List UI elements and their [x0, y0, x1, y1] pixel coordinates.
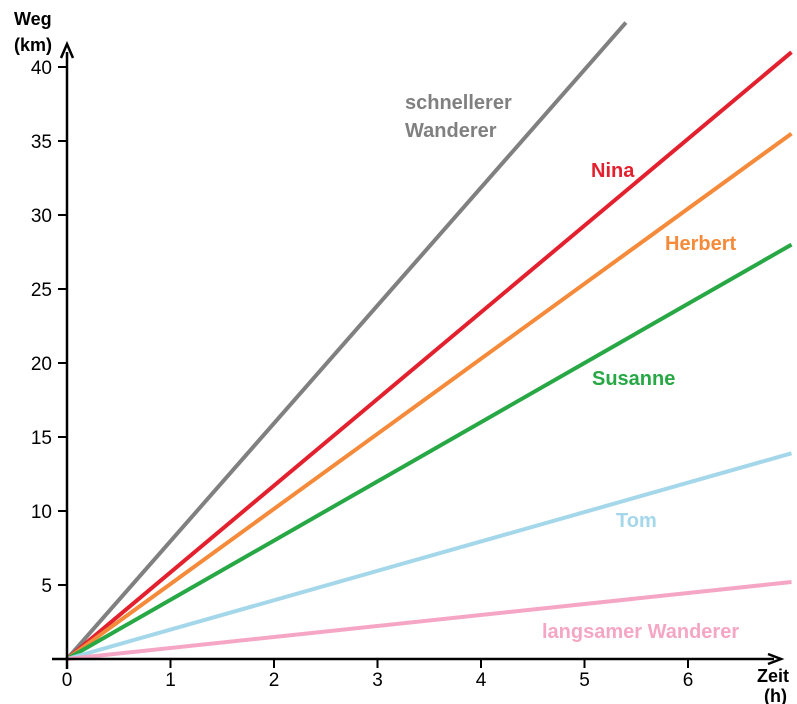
ticks-layer: 0 1 2 3 4 5 6 5 10 15 20 25 30 35 40 — [31, 58, 693, 691]
x-axis-label-line-1: Zeit — [757, 666, 789, 686]
x-tick-label: 4 — [476, 670, 487, 691]
series-line-schnellerer-wanderer — [65, 21, 628, 661]
x-tick-label: 5 — [579, 670, 590, 691]
series-label-langsamer-wanderer: langsamer Wanderer — [542, 621, 739, 643]
series-label-schnellerer-wanderer-line-1: schnellerer — [405, 92, 512, 114]
series-label-tom: Tom — [616, 510, 657, 532]
y-tick-label: 25 — [31, 280, 52, 301]
series-label-herbert: Herbert — [665, 233, 736, 255]
series-line-susanne — [66, 242, 793, 661]
x-tick-label: 2 — [269, 670, 280, 691]
y-axis-label-line-1: Weg — [14, 9, 52, 29]
x-tick-label: 6 — [683, 670, 694, 691]
x-axis-arrow-icon — [767, 652, 785, 666]
x-tick-label: 3 — [372, 670, 383, 691]
series-label-schnellerer-wanderer: schnellerer Wanderer — [405, 92, 517, 142]
x-axis-label: Zeit (h) — [757, 666, 794, 704]
x-tick-label: 0 — [62, 670, 73, 691]
series-line-nina — [65, 50, 793, 661]
y-tick-label: 10 — [31, 502, 52, 523]
series-line-langsamer-wanderer — [66, 580, 792, 661]
y-tick-label: 5 — [41, 576, 52, 597]
series-label-susanne: Susanne — [592, 368, 675, 390]
labels-layer: schnellerer Wanderer Nina Herbert Susann… — [405, 92, 739, 643]
x-tick-label: 1 — [165, 670, 176, 691]
y-axis-label: Weg (km) — [14, 9, 57, 55]
y-axis-arrow-icon — [59, 40, 75, 59]
y-tick-label: 20 — [31, 354, 52, 375]
series-line-herbert — [65, 131, 793, 661]
series-line-tom — [66, 451, 793, 661]
series-layer — [65, 21, 793, 661]
series-label-schnellerer-wanderer-line-2: Wanderer — [405, 120, 497, 142]
y-tick-label: 40 — [31, 58, 52, 79]
series-label-nina: Nina — [591, 160, 635, 182]
y-tick-label: 35 — [31, 132, 52, 153]
y-tick-label: 30 — [31, 206, 52, 227]
y-axis-label-line-2: (km) — [14, 35, 52, 55]
x-axis-label-line-2: (h) — [764, 686, 787, 704]
y-tick-label: 15 — [31, 428, 52, 449]
